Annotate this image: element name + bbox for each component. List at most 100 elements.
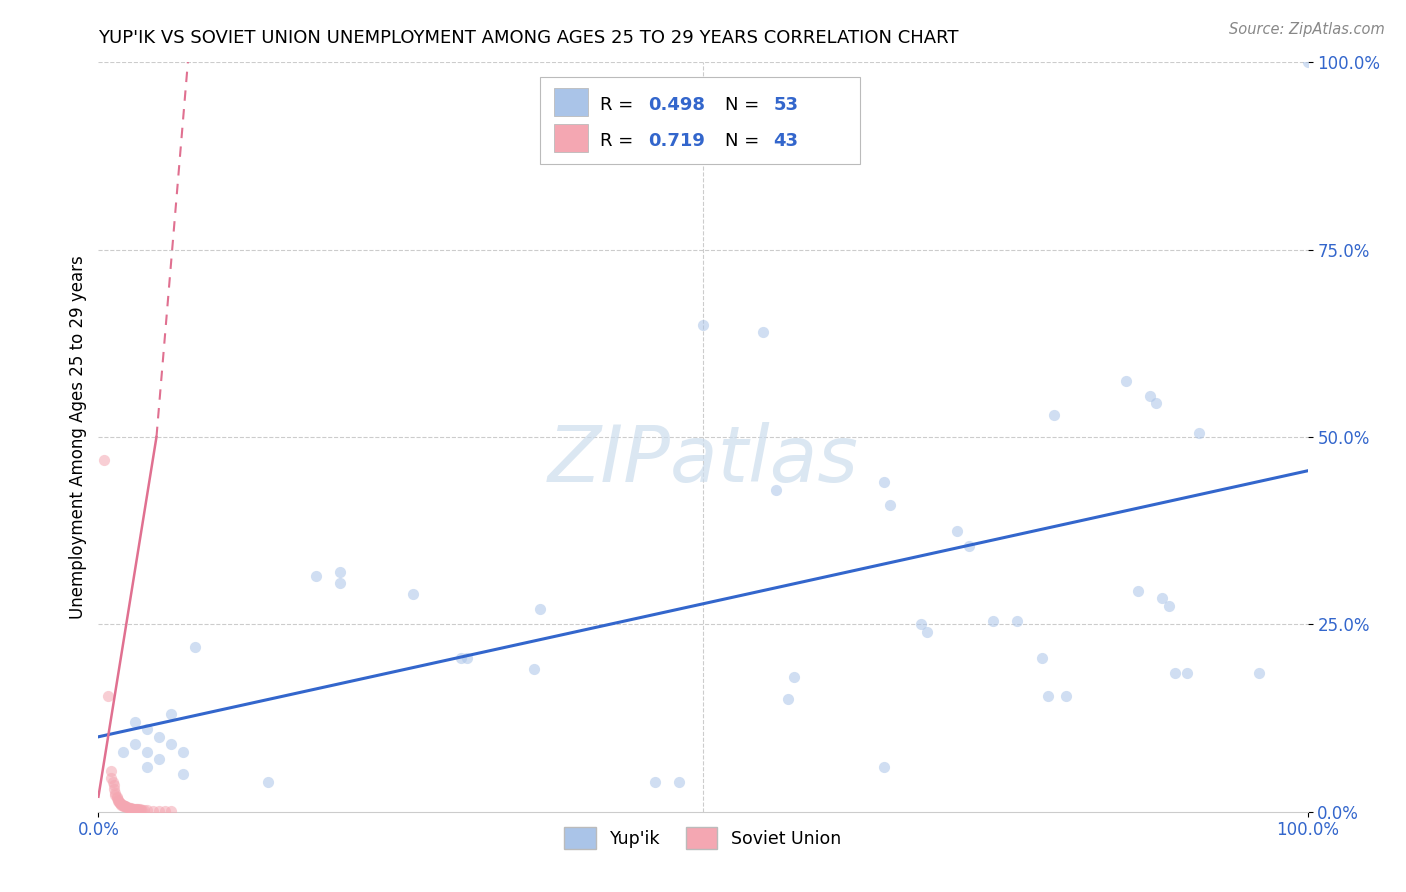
Point <box>105 789 128 804</box>
Point <box>1054 689 1077 703</box>
FancyBboxPatch shape <box>540 78 860 163</box>
Point <box>115 800 138 814</box>
Point <box>111 745 134 759</box>
Point <box>142 804 165 818</box>
Point <box>153 804 176 818</box>
Point <box>456 651 478 665</box>
Point <box>122 802 145 816</box>
Point <box>118 801 141 815</box>
Point <box>450 651 472 665</box>
Point <box>120 801 142 815</box>
Point <box>128 802 150 816</box>
Point <box>1163 666 1185 681</box>
Point <box>692 318 714 332</box>
Point <box>127 802 149 816</box>
Point <box>134 803 156 817</box>
Point <box>329 565 352 579</box>
Point <box>101 774 124 789</box>
Point <box>402 587 425 601</box>
Point <box>1128 583 1150 598</box>
Text: R =: R = <box>600 96 640 114</box>
Point <box>523 662 546 676</box>
Point <box>121 802 143 816</box>
Legend: Yup'ik, Soviet Union: Yup'ik, Soviet Union <box>558 821 848 855</box>
Point <box>118 801 141 815</box>
Point <box>776 692 799 706</box>
Text: 0.719: 0.719 <box>648 132 706 150</box>
Point <box>104 789 127 803</box>
Point <box>910 617 932 632</box>
Point <box>104 786 127 800</box>
Text: YUP'IK VS SOVIET UNION UNEMPLOYMENT AMONG AGES 25 TO 29 YEARS CORRELATION CHART: YUP'IK VS SOVIET UNION UNEMPLOYMENT AMON… <box>98 29 959 47</box>
Text: Source: ZipAtlas.com: Source: ZipAtlas.com <box>1229 22 1385 37</box>
Text: R =: R = <box>600 132 640 150</box>
Point <box>100 771 122 785</box>
Point <box>129 803 152 817</box>
Point <box>529 602 551 616</box>
Point <box>110 797 132 812</box>
Point <box>100 764 122 778</box>
Point <box>148 752 170 766</box>
Point <box>915 624 938 639</box>
Point <box>752 325 775 339</box>
Point <box>1296 55 1319 70</box>
Point <box>131 803 153 817</box>
Point <box>117 800 139 814</box>
Point <box>1188 426 1211 441</box>
Point <box>114 799 136 814</box>
Point <box>668 774 690 789</box>
Point <box>1157 599 1180 613</box>
Point <box>107 793 129 807</box>
Point <box>1007 614 1029 628</box>
Point <box>172 745 194 759</box>
Point <box>108 797 131 811</box>
Point <box>1175 666 1198 681</box>
Point <box>981 614 1004 628</box>
Point <box>148 804 170 818</box>
Point <box>160 804 183 818</box>
Point <box>873 475 896 489</box>
Point <box>135 723 157 737</box>
Point <box>644 774 666 789</box>
Point <box>124 737 146 751</box>
Point <box>1115 374 1137 388</box>
Point <box>172 767 194 781</box>
Point <box>93 452 115 467</box>
Point <box>160 737 183 751</box>
Point <box>1036 689 1059 703</box>
Point <box>103 779 125 793</box>
Point <box>148 730 170 744</box>
Point <box>125 802 148 816</box>
Point <box>305 568 328 582</box>
Text: N =: N = <box>724 132 765 150</box>
Point <box>124 714 146 729</box>
Point <box>103 782 125 797</box>
Point <box>107 794 129 808</box>
Point <box>1146 396 1168 410</box>
Point <box>105 791 128 805</box>
Point <box>124 802 146 816</box>
Point <box>135 803 157 817</box>
Point <box>160 707 183 722</box>
Text: 53: 53 <box>773 96 799 114</box>
Point <box>1249 666 1271 681</box>
Point <box>111 798 134 813</box>
Point <box>329 576 352 591</box>
Y-axis label: Unemployment Among Ages 25 to 29 years: Unemployment Among Ages 25 to 29 years <box>69 255 87 619</box>
Point <box>135 745 157 759</box>
Point <box>765 483 787 497</box>
Point <box>782 670 804 684</box>
Point <box>112 798 135 813</box>
Point <box>114 799 136 814</box>
Point <box>1139 389 1161 403</box>
Point <box>184 640 207 654</box>
Point <box>127 802 149 816</box>
Point <box>256 774 278 789</box>
Point <box>1042 408 1064 422</box>
Point <box>135 760 157 774</box>
Point <box>873 760 896 774</box>
Point <box>97 689 120 703</box>
Text: N =: N = <box>724 96 765 114</box>
Point <box>946 524 969 538</box>
Point <box>957 539 980 553</box>
